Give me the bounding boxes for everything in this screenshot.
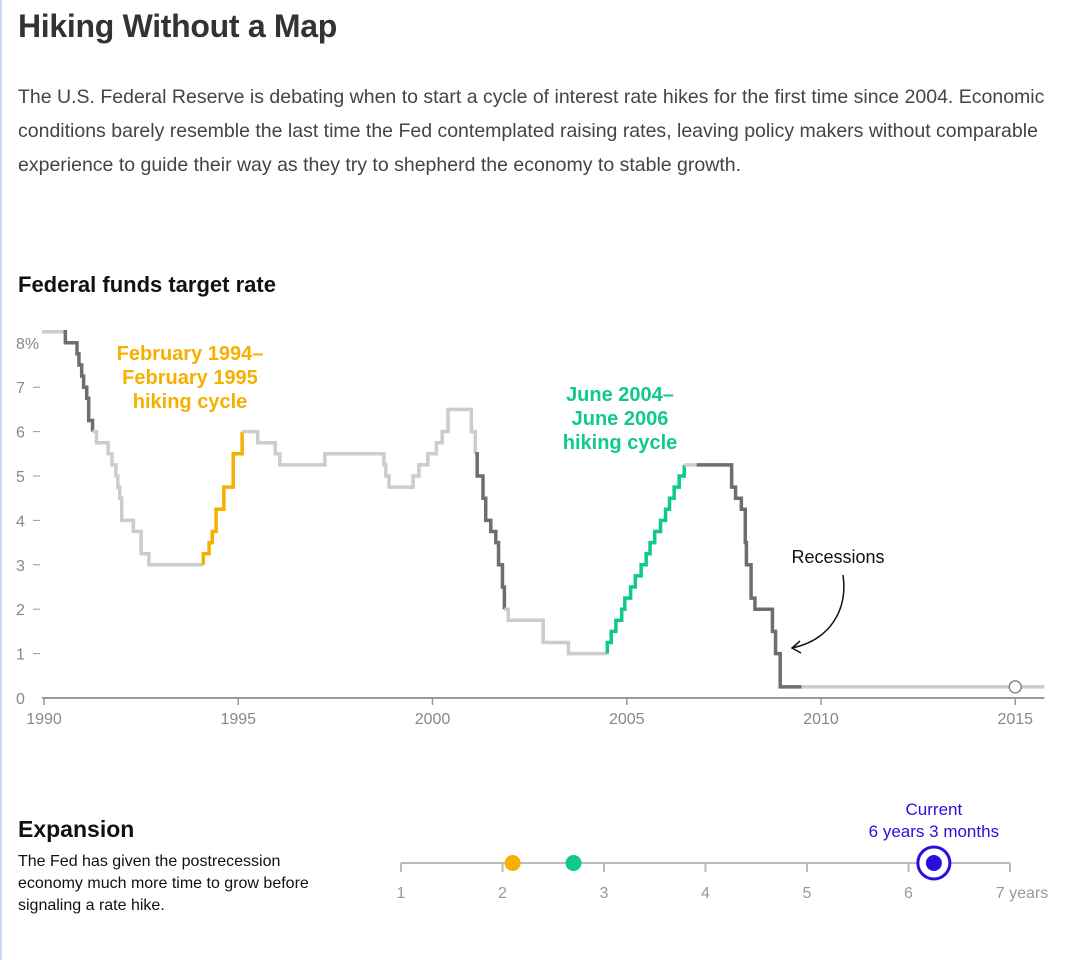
x-tick-label: 2015	[997, 711, 1033, 728]
headline: Hiking Without a Map	[18, 8, 338, 44]
expansion-tick-label: 5	[803, 885, 812, 902]
x-tick-label: 2000	[415, 711, 451, 728]
chart-title: Federal funds target rate	[18, 272, 276, 297]
rate-line-recession	[696, 463, 802, 689]
expansion-tick-label: 6	[904, 885, 913, 902]
expansion-text: The Fed has given the postrecession econ…	[18, 853, 309, 914]
current-rate-marker	[1008, 680, 1022, 694]
annotation-label: June 2004–	[566, 384, 674, 406]
x-tick-label: 2010	[803, 711, 839, 728]
annotation-label: February 1994–	[117, 343, 264, 365]
x-tick-label: 1995	[220, 711, 256, 728]
expansion-tick-label: 2	[498, 885, 507, 902]
expansion-tick-label: 7 years	[996, 885, 1048, 902]
y-tick-label: 3	[16, 558, 25, 575]
y-tick-label: 5	[16, 469, 25, 486]
rate-line-normal	[92, 429, 204, 567]
dek: The U.S. Federal Reserve is debating whe…	[18, 86, 1045, 176]
expansion-title: Expansion	[18, 816, 135, 842]
current-expansion-label: Current	[906, 800, 963, 819]
y-tick-label: 0	[16, 691, 25, 708]
y-tick-label: 1	[16, 647, 25, 664]
x-tick-label: 2005	[609, 711, 645, 728]
expansion-tick-label: 3	[600, 885, 609, 902]
y-tick-label: 6	[16, 425, 25, 442]
page-left-border	[0, 0, 2, 960]
expansion-point-current	[925, 855, 942, 871]
expansion-point-hike-2004	[565, 855, 582, 871]
y-tick-label: 7	[16, 380, 25, 397]
rate-line-normal	[504, 607, 608, 656]
annotation-label: hiking cycle	[133, 391, 248, 413]
y-tick-label: 4	[16, 513, 25, 530]
rate-line-recession	[475, 452, 507, 610]
current-expansion-label: 6 years 3 months	[869, 822, 999, 841]
expansion-tick-label: 1	[397, 885, 406, 902]
annotation-label: June 2006	[572, 408, 669, 430]
arrow-head-icon	[790, 640, 802, 654]
rate-line-recession	[63, 329, 95, 432]
x-tick-label: 1990	[26, 711, 62, 728]
expansion-tick-label: 4	[701, 885, 710, 902]
recession-arrow	[791, 574, 845, 649]
rate-line-hike-1994	[201, 431, 244, 565]
y-tick-label: 2	[16, 602, 25, 619]
annotation-label: Recessions	[791, 547, 884, 567]
y-tick-label: 8%	[16, 336, 39, 353]
expansion-point-hike-1994	[504, 855, 521, 871]
rate-line-hike-2004	[605, 464, 686, 654]
annotation-label: hiking cycle	[563, 432, 678, 454]
annotation-label: February 1995	[122, 367, 258, 389]
rate-line-normal	[242, 407, 477, 489]
